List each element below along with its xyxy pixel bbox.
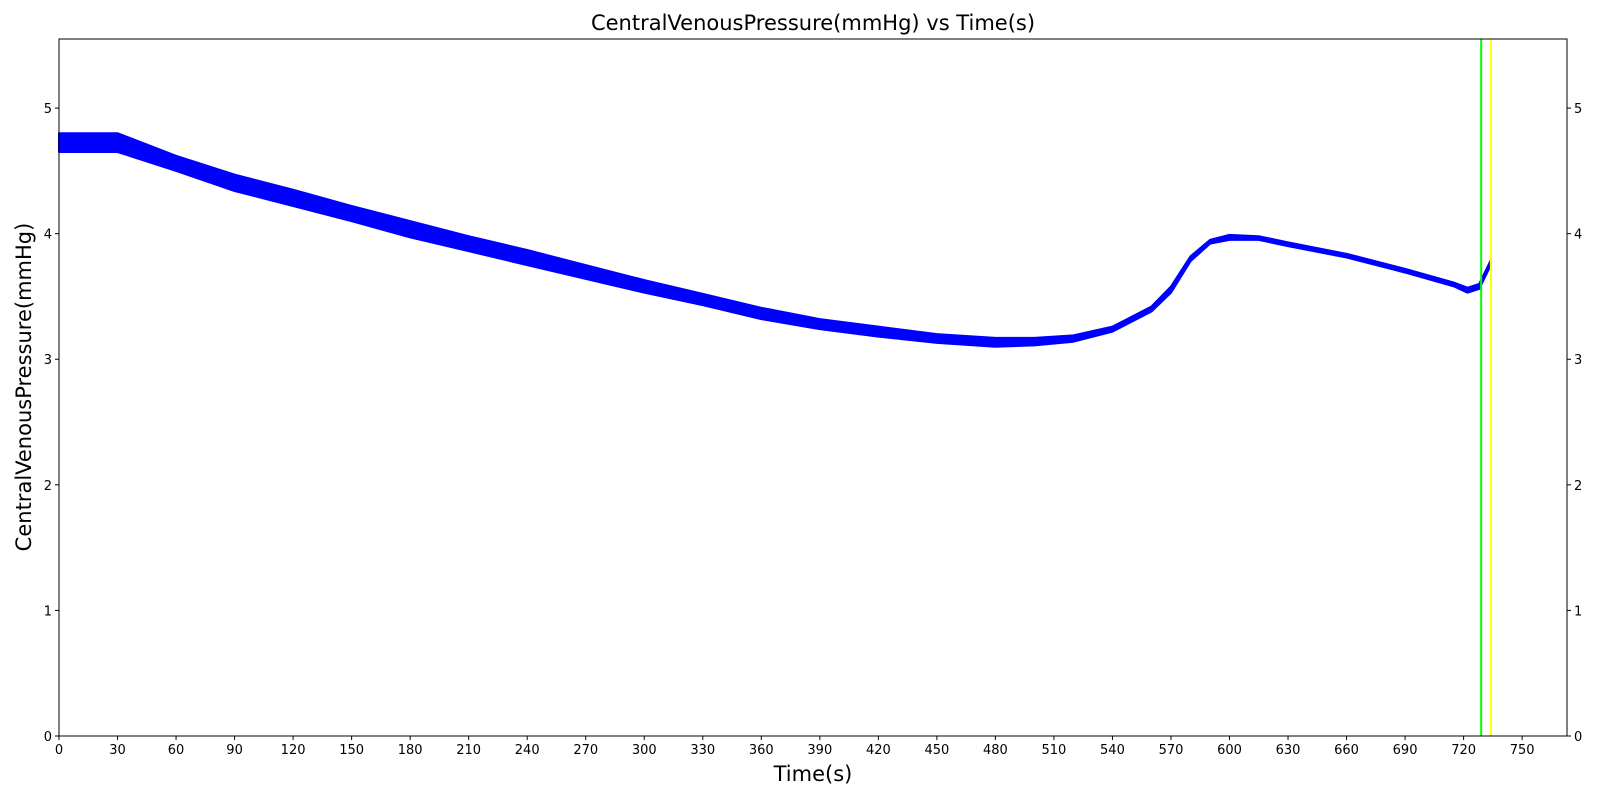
- x-tick-label: 150: [339, 743, 364, 758]
- x-tick-label: 60: [168, 743, 185, 758]
- x-tick-label: 180: [398, 743, 423, 758]
- chart-title: CentralVenousPressure(mmHg) vs Time(s): [591, 11, 1035, 35]
- y-tick-label-right: 1: [1574, 604, 1582, 619]
- y-axis-label: CentralVenousPressure(mmHg): [12, 223, 36, 552]
- y-tick-label-left: 2: [44, 479, 52, 494]
- x-tick-label: 240: [515, 743, 540, 758]
- x-tick-label: 120: [281, 743, 306, 758]
- x-tick-label: 0: [55, 743, 63, 758]
- y-tick-label-right: 4: [1574, 228, 1582, 243]
- y-tick-label-right: 2: [1574, 479, 1582, 494]
- x-tick-label: 270: [573, 743, 598, 758]
- x-tick-label: 510: [1042, 743, 1067, 758]
- y-tick-label-left: 4: [44, 228, 52, 243]
- vline-layer: [1480, 39, 1492, 736]
- x-tick-label: 390: [807, 743, 832, 758]
- x-tick-label: 450: [924, 743, 949, 758]
- x-tick-label: 570: [1159, 743, 1184, 758]
- x-tick-label: 630: [1276, 743, 1301, 758]
- x-axis-label: Time(s): [773, 762, 853, 786]
- plot-area: [59, 39, 1567, 736]
- x-tick-label: 30: [109, 743, 126, 758]
- x-tick-label: 210: [456, 743, 481, 758]
- x-tick-label: 330: [690, 743, 715, 758]
- y-tick-label-right: 3: [1574, 353, 1582, 368]
- y-tick-label-right: 5: [1574, 102, 1582, 117]
- x-tick-label: 720: [1451, 743, 1476, 758]
- x-tick-label: 690: [1393, 743, 1418, 758]
- plot-frame: [58, 38, 1568, 737]
- x-tick-label: 660: [1334, 743, 1359, 758]
- x-tick-label: 750: [1510, 743, 1535, 758]
- y-tick-label-left: 1: [44, 604, 52, 619]
- x-tick-label: 480: [983, 743, 1008, 758]
- y-tick-label-right: 0: [1574, 730, 1582, 745]
- y-tick-label-left: 3: [44, 353, 52, 368]
- x-tick-label: 420: [866, 743, 891, 758]
- x-axis-ticks: 0 30 60 90 120 150 180 210 240 270 300 330 360 390 420…: [55, 736, 1535, 758]
- x-tick-label: 90: [226, 743, 243, 758]
- y-tick-label-left: 0: [44, 730, 52, 745]
- x-tick-label: 600: [1217, 743, 1242, 758]
- y-axis-ticks: 0 0 1 1 2 2 3 3 4 4 5 5: [44, 102, 1583, 745]
- x-tick-label: 540: [1100, 743, 1125, 758]
- x-tick-label: 360: [749, 743, 774, 758]
- y-tick-label-left: 5: [44, 102, 52, 117]
- x-tick-label: 300: [632, 743, 657, 758]
